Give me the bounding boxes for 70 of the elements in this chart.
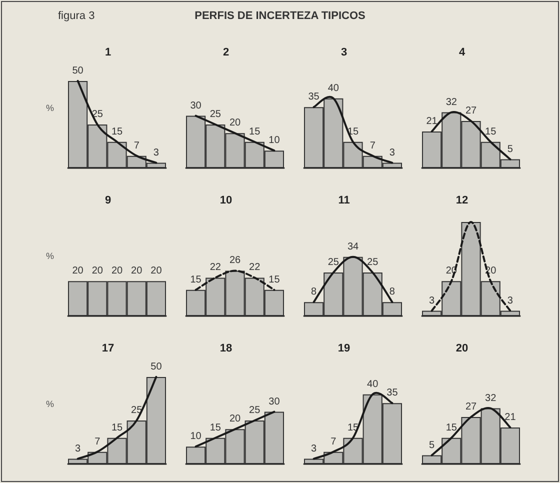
data-label: 20	[111, 266, 123, 277]
data-label: 35	[386, 388, 398, 399]
data-label: 7	[134, 140, 140, 152]
data-label: 8	[311, 286, 318, 298]
data-label: 22	[249, 262, 261, 274]
data-label: 15	[190, 274, 202, 286]
data-label: 20	[150, 266, 162, 277]
data-label: 10	[268, 135, 280, 146]
data-label: 15	[249, 126, 261, 138]
data-label: 3	[75, 443, 82, 454]
data-label: 50	[150, 361, 162, 372]
data-label: 35	[308, 92, 320, 103]
data-label: 26	[229, 255, 241, 266]
data-label: 8	[389, 286, 396, 298]
data-label: 15	[210, 422, 222, 434]
data-label: 20	[229, 414, 241, 425]
data-label: 15	[485, 126, 497, 138]
data-label: 27	[465, 106, 477, 116]
data-label: 27	[465, 402, 477, 412]
data-label: 50	[72, 65, 84, 76]
data-label: 20	[72, 266, 84, 277]
data-label: 20	[229, 118, 241, 129]
y-axis-title: %	[46, 103, 54, 113]
data-label: 30	[268, 396, 280, 408]
data-label: 3	[153, 147, 160, 158]
chart-title: 3	[340, 46, 348, 58]
data-label: 15	[446, 422, 458, 434]
chart-title: 20	[456, 342, 468, 354]
data-label: 15	[111, 126, 123, 138]
data-label: 32	[446, 96, 458, 108]
data-label: 15	[111, 422, 123, 434]
chart-title: 18	[220, 342, 232, 354]
data-label: 10	[190, 431, 202, 442]
chart-title: 4	[458, 46, 466, 58]
data-label: 21	[504, 412, 516, 423]
chart-title: 2	[222, 46, 230, 58]
data-label: 15	[268, 274, 280, 286]
data-label: 32	[485, 392, 497, 404]
text: figura 3	[58, 10, 95, 22]
data-label: 5	[507, 144, 514, 155]
data-label: 7	[330, 436, 337, 448]
data-label: 20	[92, 266, 104, 277]
data-label: 40	[367, 378, 379, 390]
chart-title: 9	[104, 194, 112, 206]
data-label: 25	[249, 404, 261, 416]
data-label: 25	[367, 256, 379, 268]
data-label: 7	[94, 436, 101, 448]
data-label: 40	[328, 82, 340, 94]
data-label: 3	[389, 147, 396, 158]
data-label: 21	[426, 116, 438, 127]
y-axis-title: %	[46, 251, 54, 261]
data-label: 20	[131, 266, 143, 277]
data-label: 3	[311, 443, 318, 454]
chart-title: 19	[338, 342, 350, 354]
chart-title: 1	[104, 46, 112, 58]
data-label: 3	[507, 295, 514, 306]
text: PERFIS DE INCERTEZA TIPICOS	[194, 10, 366, 22]
chart-title: 10	[220, 194, 232, 206]
y-axis-title: %	[46, 399, 54, 409]
data-label: 34	[347, 241, 359, 252]
data-label: 25	[328, 256, 340, 268]
data-label: 22	[210, 262, 222, 274]
data-label: 25	[210, 108, 222, 120]
chart-title: 17	[102, 342, 114, 354]
data-label: 30	[190, 100, 202, 112]
data-label: 7	[370, 140, 376, 152]
chart-title: 12	[456, 194, 468, 206]
data-label: 3	[429, 295, 436, 306]
chart-title: 11	[338, 194, 350, 206]
data-label: 5	[429, 440, 436, 451]
